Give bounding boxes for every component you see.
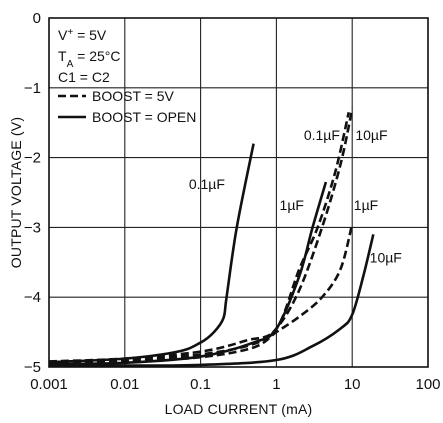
- curve-label-2: 10µF: [355, 127, 387, 143]
- x-tick-label-1: 0.01: [110, 376, 139, 393]
- chart-grid: [48, 17, 429, 368]
- x-tick-label-0: 0.001: [30, 376, 68, 393]
- curve-label-3: 1µF: [280, 197, 304, 213]
- series-line-dashed-4: [48, 108, 354, 365]
- y-axis-title: OUTPUT VOLTAGE (V): [8, 117, 24, 268]
- legend-condition-temperature: TA = 25°C: [58, 48, 120, 70]
- legend-condition-supply: V+ = 5V: [58, 27, 107, 44]
- chart-series: [48, 108, 375, 367]
- curve-label-0: 0.1µF: [189, 176, 225, 192]
- x-tick-label-4: 10: [344, 376, 361, 393]
- legend-label-boost-open: BOOST = OPEN: [92, 109, 196, 125]
- y-tick-label-4: −4: [24, 289, 41, 306]
- chart-tick-labels: 0.001 0.01 0.1 1 10 100 0 −1 −2 −3 −4 −5: [24, 10, 441, 393]
- series-line-dashed-5: [48, 223, 354, 365]
- x-tick-label-5: 100: [415, 376, 440, 393]
- curve-label-5: 10µF: [370, 249, 402, 265]
- x-tick-label-2: 0.1: [190, 376, 211, 393]
- x-tick-label-3: 1: [272, 376, 280, 393]
- y-tick-label-0: 0: [33, 10, 41, 27]
- legend-label-boost-5v: BOOST = 5V: [92, 88, 174, 104]
- series-line-dashed-3: [48, 111, 350, 363]
- curve-label-4: 1µF: [354, 197, 378, 213]
- y-tick-label-5: −5: [24, 359, 41, 376]
- chart-legend: V+ = 5V TA = 25°C C1 = C2 BOOST = 5V BOO…: [58, 27, 196, 125]
- y-tick-label-3: −3: [24, 219, 41, 236]
- curve-label-1: 0.1µF: [304, 127, 340, 143]
- plot-frame: [48, 17, 429, 368]
- y-tick-label-2: −2: [24, 150, 41, 167]
- x-axis-title: LOAD CURRENT (mA): [165, 401, 313, 417]
- chart-annotations: 0.1µF 0.1µF 10µF 1µF 1µF 10µF: [189, 127, 402, 265]
- legend-condition-capacitors: C1 = C2: [58, 69, 110, 85]
- y-tick-label-1: −1: [24, 80, 41, 97]
- series-line-solid-2: [48, 234, 375, 367]
